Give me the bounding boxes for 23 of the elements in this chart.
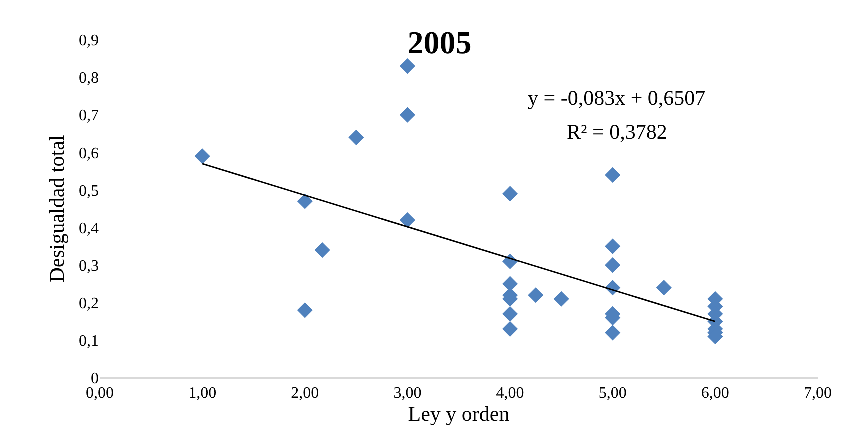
- annotation: R² = 0,3782: [567, 120, 668, 144]
- y-tick-label: 0,9: [79, 32, 99, 50]
- y-tick-label: 0: [91, 370, 99, 388]
- x-tick-label: 3,00: [394, 385, 422, 402]
- y-tick-label: 0,2: [79, 295, 99, 312]
- x-tick-label: 5,00: [598, 385, 627, 402]
- x-tick-label: 1,00: [188, 385, 217, 402]
- y-tick-label: 0,1: [79, 333, 99, 350]
- y-tick-label: 0,4: [79, 220, 99, 238]
- y-axis-title: Desigualdad total: [45, 135, 70, 283]
- x-tick-label: 4,00: [496, 385, 524, 402]
- x-tick-label: 2,00: [291, 385, 320, 402]
- x-tick-label: 6,00: [701, 385, 730, 402]
- y-tick-label: 0,3: [79, 258, 99, 275]
- annotation: y = -0,083x + 0,6507: [528, 86, 706, 110]
- x-tick-label: 0,00: [86, 385, 114, 402]
- y-tick-label: 0,7: [79, 108, 99, 125]
- y-tick-label: 0,8: [79, 70, 99, 88]
- chart-title: 2005: [408, 24, 472, 60]
- y-tick-label: 0,6: [79, 145, 99, 162]
- x-tick-label: 7,00: [804, 385, 832, 402]
- x-axis-title: Ley y orden: [408, 402, 510, 426]
- y-tick-label: 0,5: [79, 182, 99, 200]
